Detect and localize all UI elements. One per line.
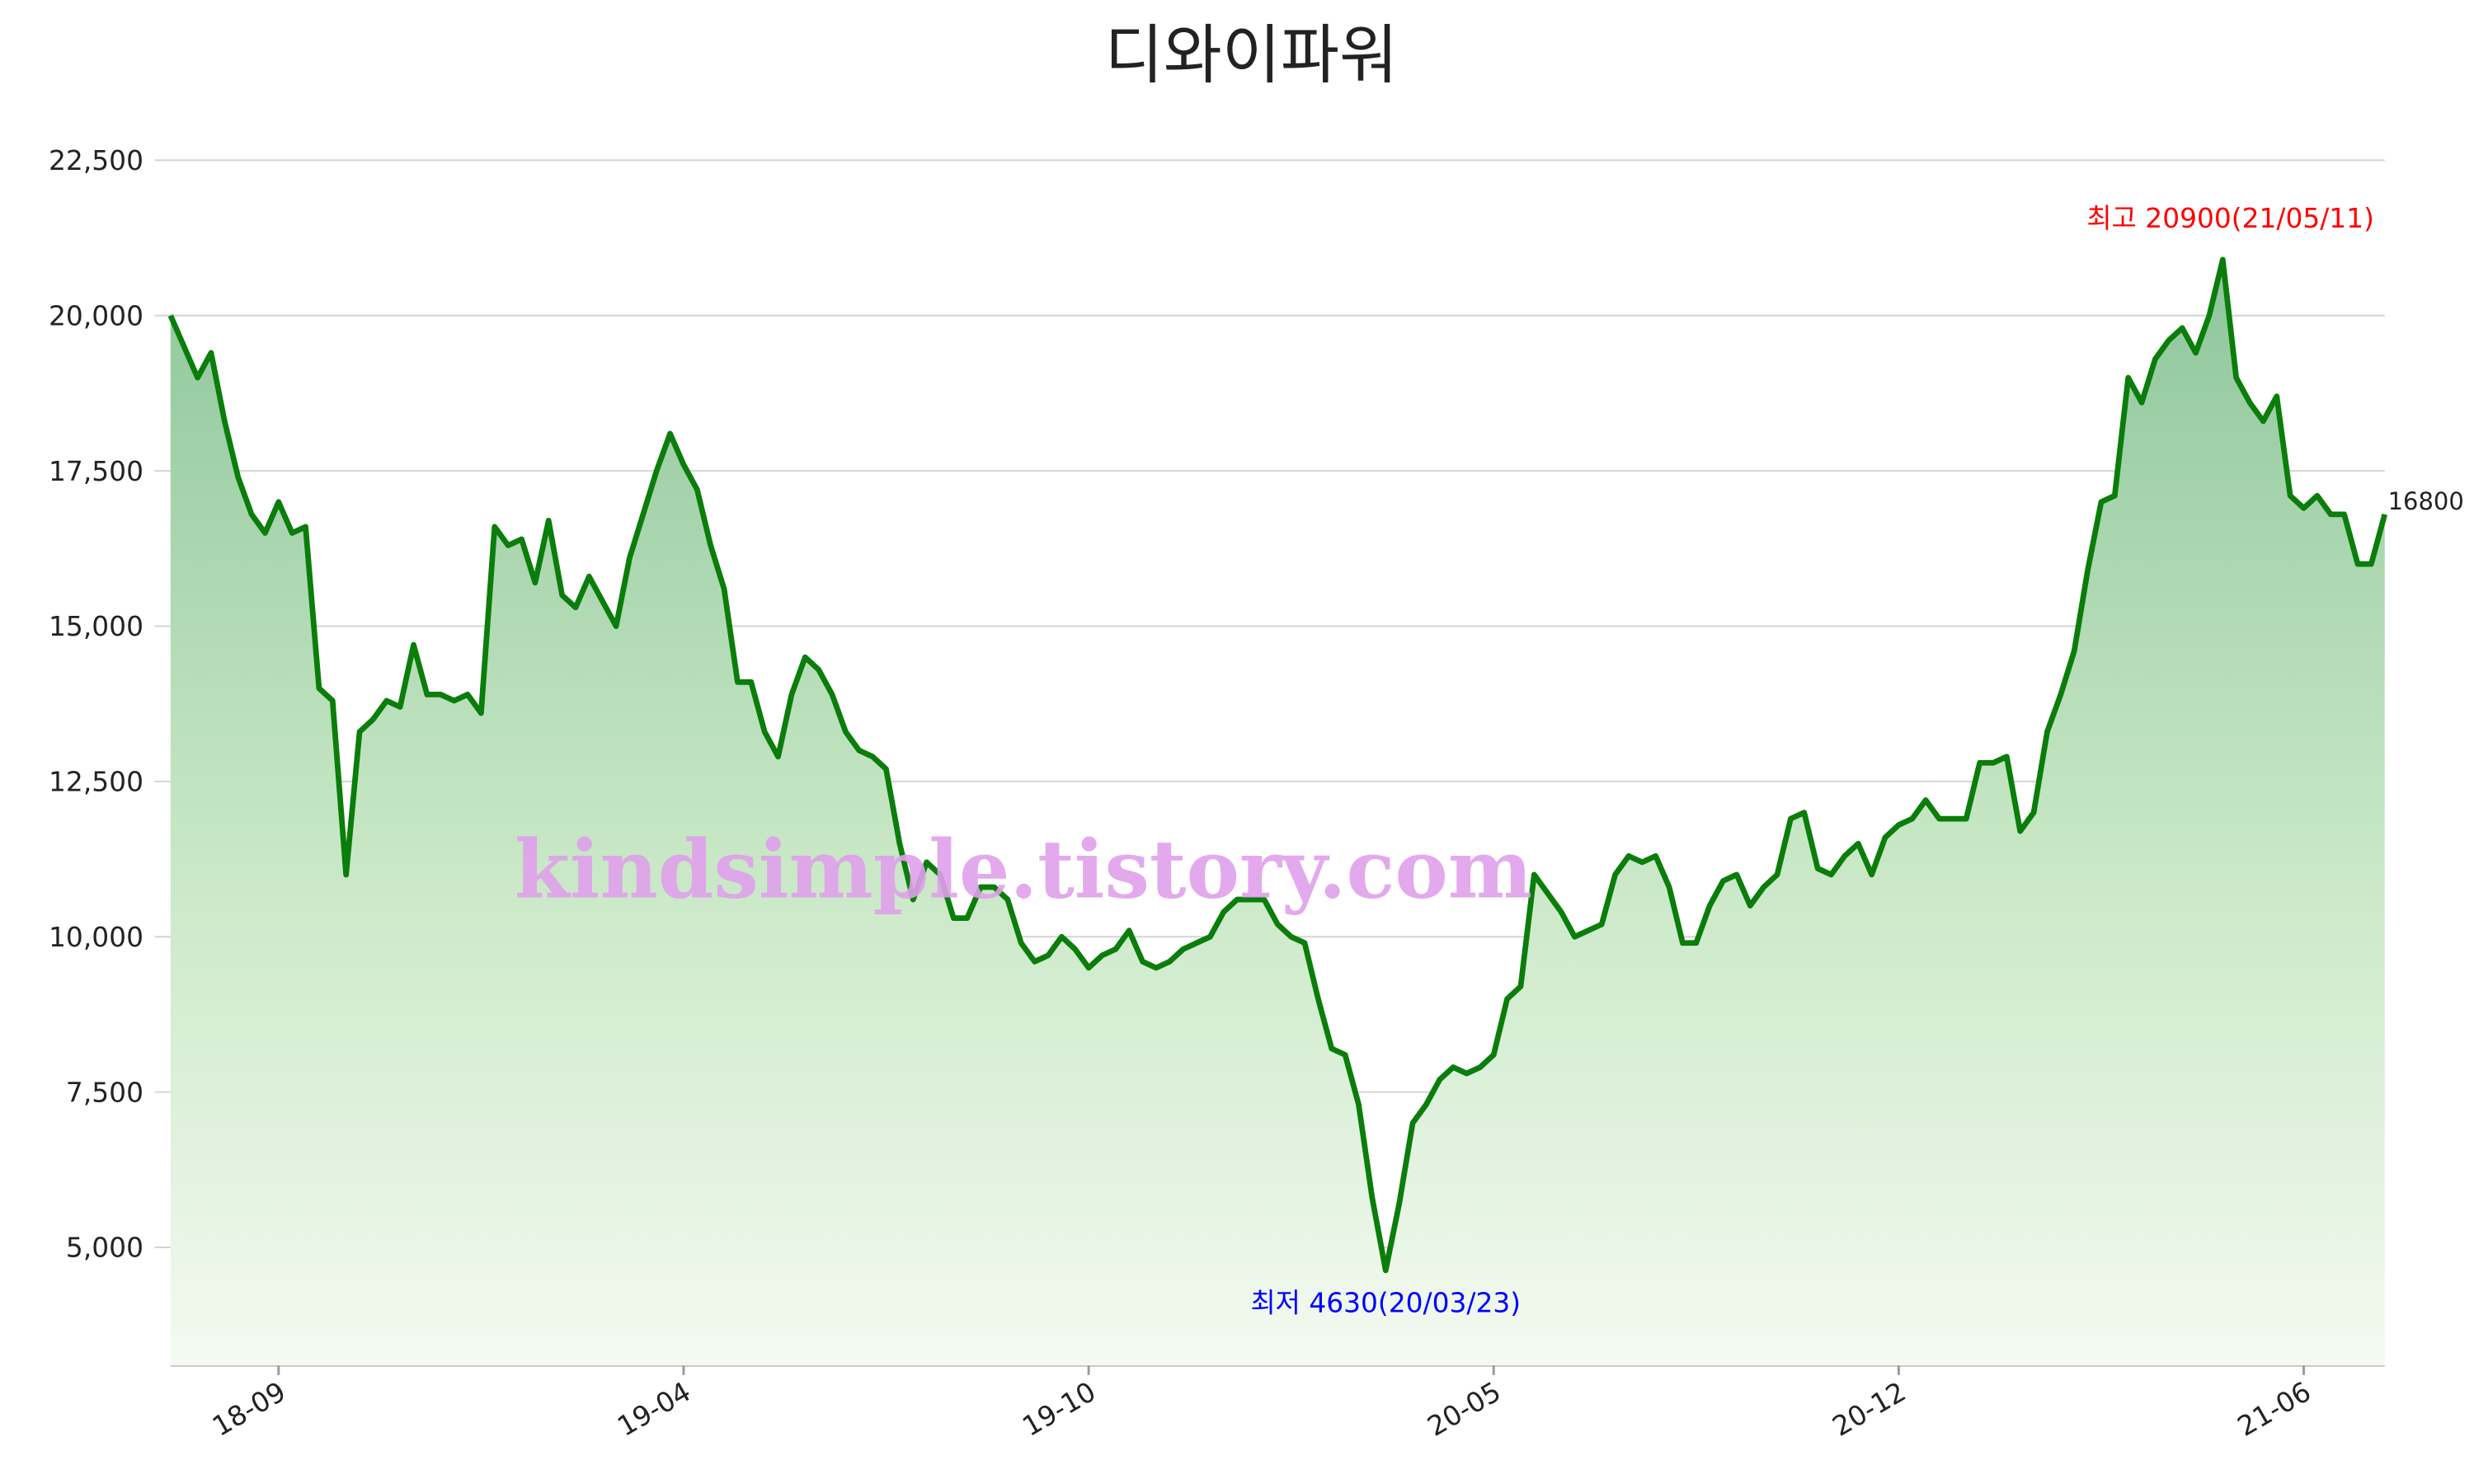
last-value-label: 16800 [2388, 487, 2464, 515]
area [170, 259, 2385, 1366]
y-tick-label: 22,500 [49, 144, 143, 176]
price-line [167, 256, 2388, 1274]
x-tick-label: 19-10 [1017, 1375, 1101, 1443]
min-annotation: 최저 4630(20/03/23) [1250, 1286, 1521, 1318]
x-tick-label: 21-06 [2232, 1375, 2316, 1443]
y-tick-label: 5,000 [66, 1232, 143, 1264]
y-tick-label: 20,000 [49, 299, 143, 331]
y-tick-label: 15,000 [49, 610, 143, 642]
y-tick-label: 7,500 [66, 1076, 143, 1108]
x-tick-label: 20-12 [1827, 1375, 1911, 1443]
y-tick-label: 17,500 [49, 455, 143, 487]
x-tick-label: 18-09 [207, 1375, 291, 1443]
y-tick-label: 12,500 [49, 765, 143, 797]
watermark: kindsimple.tistory.com [515, 822, 1532, 916]
x-tick-label: 20-05 [1422, 1375, 1506, 1443]
y-tick-label: 10,000 [49, 921, 143, 953]
max-annotation: 최고 20900(21/05/11) [2086, 202, 2374, 234]
chart-title: 디와이파워 [1105, 18, 1399, 92]
x-tick-label: 19-04 [612, 1375, 696, 1443]
